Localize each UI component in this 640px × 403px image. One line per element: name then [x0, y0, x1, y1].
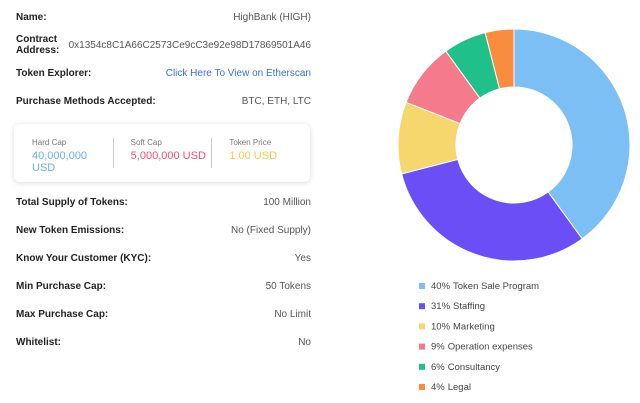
info-row: Total Supply of Tokens: 100 Million [16, 194, 311, 210]
info-row: Know Your Customer (KYC): Yes [16, 250, 311, 266]
row-value: 100 Million [263, 196, 311, 208]
row-value: HighBank (HIGH) [233, 11, 311, 23]
legend-swatch [419, 343, 425, 350]
row-label: New Token Emissions: [16, 224, 125, 236]
cap-item: Soft Cap 5,000,000 USD [112, 124, 212, 182]
row-label: Max Purchase Cap: [16, 308, 109, 320]
row-value: 50 Tokens [265, 280, 311, 292]
row-label: Contract Address: [16, 34, 60, 56]
pie-slice [513, 28, 631, 240]
cap-value: 40,000,000 USD [32, 150, 88, 174]
legend-name: Staffing [453, 301, 485, 312]
row-label: Token Explorer: [16, 67, 92, 79]
info-row: Whitelist: No [16, 334, 311, 350]
legend-name: Consultancy [448, 361, 501, 372]
cap-item: Token Price 1.00 USD [211, 124, 310, 182]
legend-label: 4% Legal [431, 382, 471, 393]
info-row: New Token Emissions: No (Fixed Supply) [16, 222, 311, 238]
row-value: No Limit [274, 308, 311, 320]
legend-name: Marketing [453, 321, 495, 332]
legend-swatch [419, 303, 425, 310]
cap-value: 5,000,000 USD [130, 150, 206, 162]
legend-swatch [419, 283, 425, 289]
info-row: Max Purchase Cap: No Limit [16, 306, 311, 322]
row-label: Whitelist: [16, 336, 61, 348]
row-value: 0x1354c8C1A66C2573Ce9cC3e92e98D17869501A… [68, 39, 311, 51]
legend-percent: 10% [431, 321, 451, 332]
info-row: Token Explorer: Click Here To View on Eth… [16, 65, 311, 81]
info-row: Contract Address: 0x1354c8C1A66C2573Ce9cC… [16, 34, 311, 56]
legend-percent: 4% [431, 382, 445, 393]
row-label: Purchase Methods Accepted: [16, 95, 156, 107]
legend-label: 40% Token Sale Program [431, 281, 539, 292]
legend-name: Token Sale Program [453, 281, 539, 292]
info-row: Purchase Methods Accepted: BTC, ETH, LTC [16, 93, 311, 109]
cap-label: Soft Cap [130, 138, 162, 147]
legend-percent: 31% [431, 301, 451, 312]
pie-slice [484, 28, 515, 90]
legend-label: 6% Consultancy [431, 361, 500, 372]
legend-name: Legal [448, 382, 471, 393]
info-row: Min Purchase Cap: 50 Tokens [16, 278, 311, 294]
legend-label: 10% Marketing [431, 321, 495, 332]
cap-item: Hard Cap 40,000,000 USD [14, 124, 113, 182]
cap-value: 1.00 USD [229, 150, 278, 162]
legend-percent: 40% [431, 281, 451, 292]
cap-label: Token Price [229, 138, 272, 147]
row-value: No (Fixed Supply) [230, 224, 311, 236]
legend-percent: 9% [431, 341, 445, 352]
legend-percent: 6% [431, 361, 445, 372]
legend-label: 9% Operation expenses [431, 341, 533, 352]
row-value: No [298, 336, 311, 348]
etherscan-link[interactable]: Click Here To View on Etherscan [165, 67, 311, 79]
legend-swatch [419, 363, 425, 370]
row-label: Total Supply of Tokens: [16, 196, 128, 208]
row-label: Min Purchase Cap: [16, 280, 107, 292]
row-label: Know Your Customer (KYC): [16, 252, 152, 264]
legend-swatch [419, 384, 425, 390]
row-value: BTC, ETH, LTC [241, 95, 311, 107]
row-label: Name: [16, 11, 47, 23]
pie-slice [401, 158, 583, 262]
legend-name: Operation expenses [448, 341, 533, 352]
cap-label: Hard Cap [32, 138, 67, 147]
row-value: Yes [294, 252, 311, 264]
legend-label: 31% Staffing [431, 301, 485, 312]
info-row: Name: HighBank (HIGH) [16, 9, 311, 25]
cap-card: Hard Cap 40,000,000 USD Soft Cap 5,000,000 … [14, 124, 310, 182]
legend-swatch [419, 323, 425, 330]
